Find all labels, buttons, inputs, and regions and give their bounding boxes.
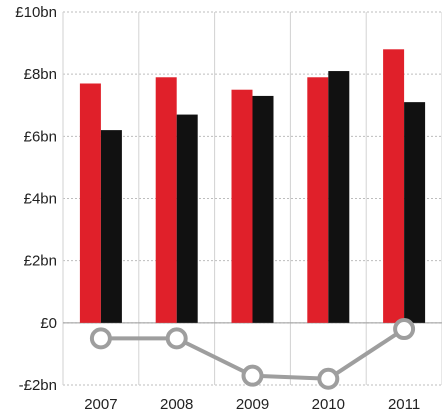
line-point-2009 <box>241 364 264 387</box>
bar-series-2-2010 <box>328 71 350 323</box>
x-tick-label: 2008 <box>160 396 193 413</box>
y-tick-label: £4bn <box>24 191 57 208</box>
bar-series-1-2011 <box>383 49 405 323</box>
bar-series-2-2008 <box>176 114 198 323</box>
bar-series-1-2009 <box>231 89 253 323</box>
y-tick-label: £6bn <box>24 128 57 145</box>
x-tick-label: 2009 <box>236 396 269 413</box>
y-tick-label: £8bn <box>24 66 57 83</box>
line-point-2011 <box>393 318 416 341</box>
y-tick-label: -£2bn <box>19 377 57 394</box>
x-tick-label: 2007 <box>84 396 117 413</box>
x-tick-label: 2011 <box>388 396 420 413</box>
line-point-2010 <box>317 367 340 390</box>
x-tick-label: 2010 <box>312 396 345 413</box>
y-tick-label: £10bn <box>15 4 57 21</box>
bar-series-2-2007 <box>100 130 122 323</box>
y-tick-label: £0 <box>40 315 57 332</box>
bar-series-1-2008 <box>155 77 177 323</box>
line-point-2008 <box>165 327 188 350</box>
line-point-2007 <box>89 327 112 350</box>
y-tick-label: £2bn <box>24 253 57 270</box>
bar-series-2-2011 <box>404 102 426 323</box>
bar-series-1-2010 <box>307 77 329 323</box>
bar-series-1-2007 <box>79 83 101 323</box>
bar-series-2-2009 <box>252 95 274 323</box>
